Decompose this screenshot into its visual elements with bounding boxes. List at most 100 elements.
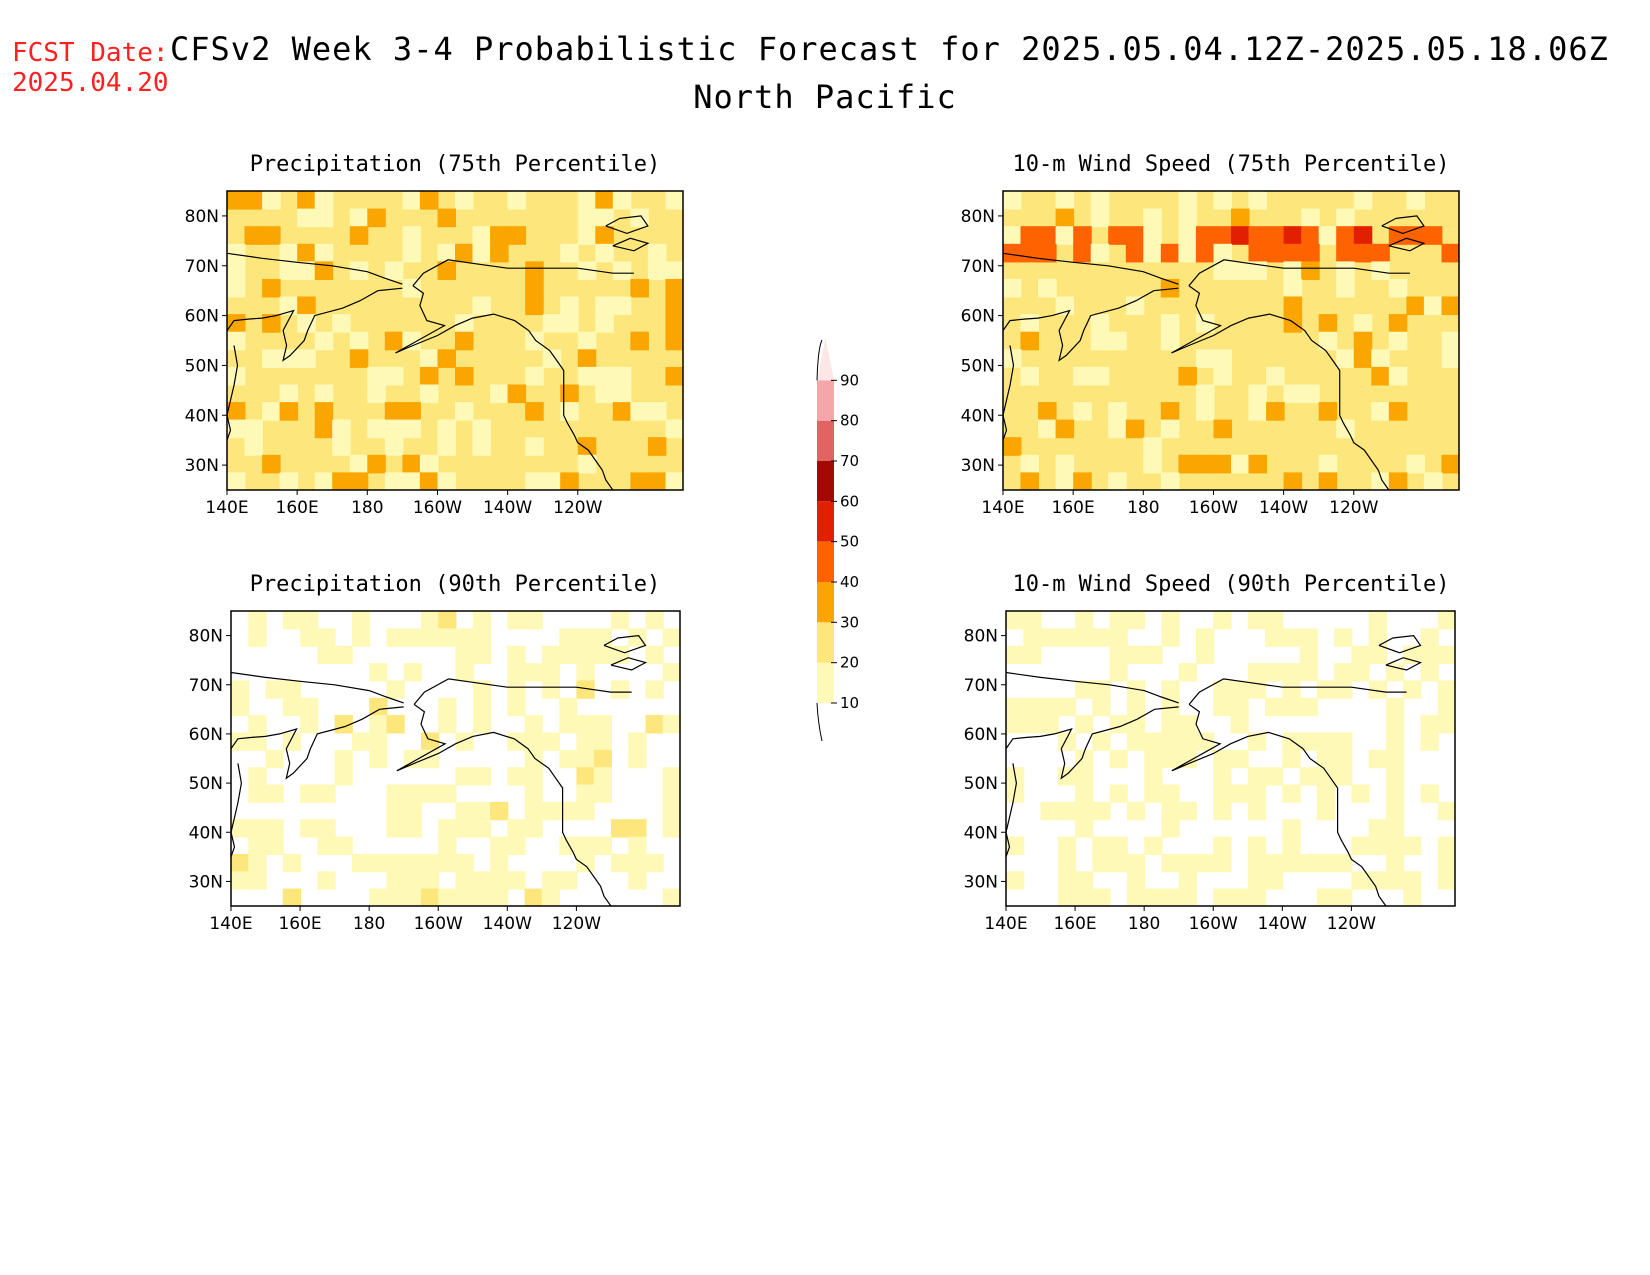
shading-cell xyxy=(1334,767,1353,786)
shading-cell xyxy=(1075,680,1094,699)
shading-cell xyxy=(1437,871,1455,890)
shading-cell xyxy=(1109,628,1128,647)
shading-cell xyxy=(1441,243,1459,263)
shading-cell xyxy=(1092,628,1111,647)
shading-cell xyxy=(1385,819,1405,838)
shading-cell xyxy=(1283,226,1303,245)
shading-cell xyxy=(265,680,284,699)
shading-cell xyxy=(630,208,649,228)
shading-cell xyxy=(541,663,561,682)
shading-cell xyxy=(1353,226,1373,245)
shading-cell xyxy=(455,191,474,210)
shading-cell xyxy=(1266,226,1285,245)
shading-cell xyxy=(1195,226,1215,245)
shading-cell xyxy=(524,888,543,906)
shading-cell xyxy=(279,384,299,404)
shading-cell xyxy=(369,853,388,873)
lat-tick-label: 50N xyxy=(189,774,223,794)
lon-tick-label: 140W xyxy=(1259,498,1308,518)
shading-cell xyxy=(1403,836,1422,855)
shading-cell xyxy=(248,836,267,855)
shading-cell xyxy=(541,888,561,906)
shading-cell xyxy=(351,611,371,630)
shading-cell xyxy=(1143,226,1162,245)
shading-cell xyxy=(265,749,284,769)
shading-cell xyxy=(314,191,334,210)
shading-cell xyxy=(1388,472,1408,490)
shading-cell xyxy=(1230,715,1249,734)
coastline xyxy=(603,634,647,654)
shading-cell xyxy=(403,888,422,906)
shading-cell xyxy=(1420,663,1439,682)
shading-cell xyxy=(1075,749,1094,769)
shading-cell xyxy=(384,366,404,386)
shading-cell xyxy=(576,801,595,821)
shading-cell xyxy=(1316,784,1336,803)
shading-cell xyxy=(227,331,246,351)
shading-cell xyxy=(386,784,405,803)
shading-cell xyxy=(1353,191,1373,210)
shading-cell xyxy=(1108,419,1127,439)
shading-cell xyxy=(1006,715,1025,734)
shading-cell xyxy=(507,836,526,855)
shading-cell xyxy=(1144,645,1163,665)
shading-cell xyxy=(647,472,667,490)
shading-cell xyxy=(1092,697,1111,717)
shading-cell xyxy=(1299,732,1318,751)
shading-cell xyxy=(265,819,284,838)
shading-cell xyxy=(507,191,527,210)
lon-tick-label: 180 xyxy=(353,914,385,934)
shading-cell xyxy=(612,261,632,280)
lon-tick-label: 160W xyxy=(414,914,463,934)
shading-cell xyxy=(1437,853,1455,873)
shading-cell xyxy=(593,645,612,665)
lon-tick-label: 120W xyxy=(1329,498,1378,518)
shading-cell xyxy=(1075,871,1094,890)
shading-cell xyxy=(1385,801,1405,821)
lat-tick-label: 60N xyxy=(185,307,219,327)
shading-cell xyxy=(1213,749,1232,769)
shading-cell xyxy=(438,784,457,803)
shading-cell xyxy=(1247,871,1267,890)
shading-cell xyxy=(647,437,667,456)
shading-cell xyxy=(576,663,595,682)
shading-cell xyxy=(244,191,263,210)
shading-cell xyxy=(369,715,388,734)
shading-cell xyxy=(1213,366,1232,386)
shading-cell xyxy=(317,871,336,890)
shading-cell xyxy=(1126,888,1146,906)
shading-cell xyxy=(1161,680,1180,699)
shading-cell xyxy=(662,663,680,682)
shading-cell xyxy=(1144,767,1163,786)
shading-cell xyxy=(279,261,299,280)
shading-cell xyxy=(227,191,246,210)
shading-cell xyxy=(490,871,509,890)
shading-cell xyxy=(262,226,281,245)
lon-tick-label: 140E xyxy=(981,498,1024,518)
lat-tick-label: 30N xyxy=(189,872,223,892)
colorbar-label: 20 xyxy=(840,654,859,672)
shading-cell xyxy=(1247,611,1267,630)
shading-cell xyxy=(507,871,526,890)
shading-cell xyxy=(384,331,404,351)
shading-cell xyxy=(1230,784,1249,803)
shading-cell xyxy=(665,314,683,333)
shading-cell xyxy=(472,437,491,456)
shading-cell xyxy=(1351,784,1370,803)
shading-cell xyxy=(1161,732,1180,751)
shading-cell xyxy=(1006,784,1025,803)
shading-cell xyxy=(1316,680,1336,699)
shading-cell xyxy=(662,801,680,821)
shading-cell xyxy=(576,680,595,699)
coastline xyxy=(227,345,239,441)
shading-cell xyxy=(282,888,302,906)
shading-cell xyxy=(560,296,579,316)
shading-cell xyxy=(507,819,526,838)
shading-cell xyxy=(1318,314,1338,333)
shading-cell xyxy=(1195,314,1215,333)
shading-cell xyxy=(419,454,439,474)
shading-cell xyxy=(455,819,474,838)
shading-cell xyxy=(1055,472,1075,490)
lat-tick-label: 70N xyxy=(185,257,219,277)
shading-cell xyxy=(332,419,351,439)
